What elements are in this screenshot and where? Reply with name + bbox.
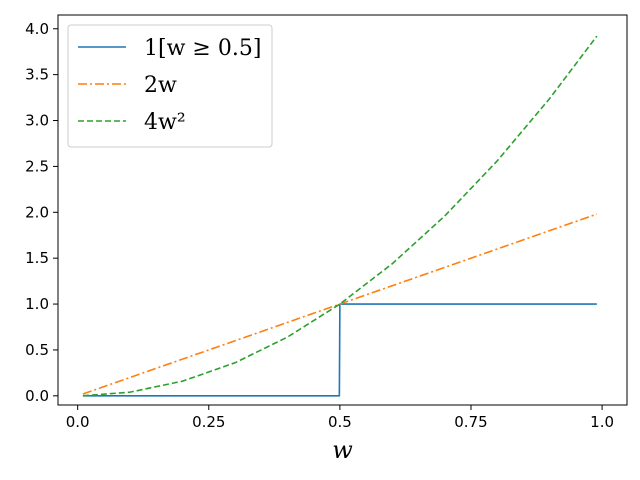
y-tick-label: 1.0	[25, 295, 49, 313]
x-axis-label: w	[332, 436, 353, 464]
y-tick-label: 0.0	[25, 387, 49, 405]
x-tick-label: 0.5	[328, 413, 352, 431]
y-tick-label: 1.5	[25, 249, 49, 267]
y-tick-label: 3.5	[25, 66, 49, 84]
x-tick-label: 0.25	[192, 413, 225, 431]
legend-box	[67, 24, 273, 148]
series-line-2	[82, 213, 598, 395]
x-tick-label: 0.75	[454, 413, 487, 431]
legend-entry-label: 4w²	[144, 110, 186, 135]
x-axis-ticks: 0.0 0.25 0.5 0.75 1.0	[66, 405, 614, 431]
plot-frame	[57, 14, 628, 406]
y-tick-label: 4.0	[25, 20, 49, 38]
y-tick-label: 0.5	[25, 341, 49, 359]
legend: 1[w ≥ 0.5] 2w 4w²	[67, 24, 273, 148]
x-tick-label: 1.0	[590, 413, 614, 431]
series-line-1	[82, 303, 597, 397]
series-line-3	[82, 35, 598, 397]
y-tick-label: 2.5	[25, 157, 49, 175]
y-tick-label: 3.0	[25, 112, 49, 130]
y-axis-ticks: 0.0 0.5 1.0 1.5 2.0 2.5 3.0 3.5 4.0	[25, 20, 58, 405]
legend-entry-label: 2w	[144, 73, 177, 98]
y-tick-label: 2.0	[25, 203, 49, 221]
legend-entry-label: 1[w ≥ 0.5]	[144, 36, 261, 61]
x-tick-label: 0.0	[66, 413, 90, 431]
plot-lines	[82, 35, 598, 397]
